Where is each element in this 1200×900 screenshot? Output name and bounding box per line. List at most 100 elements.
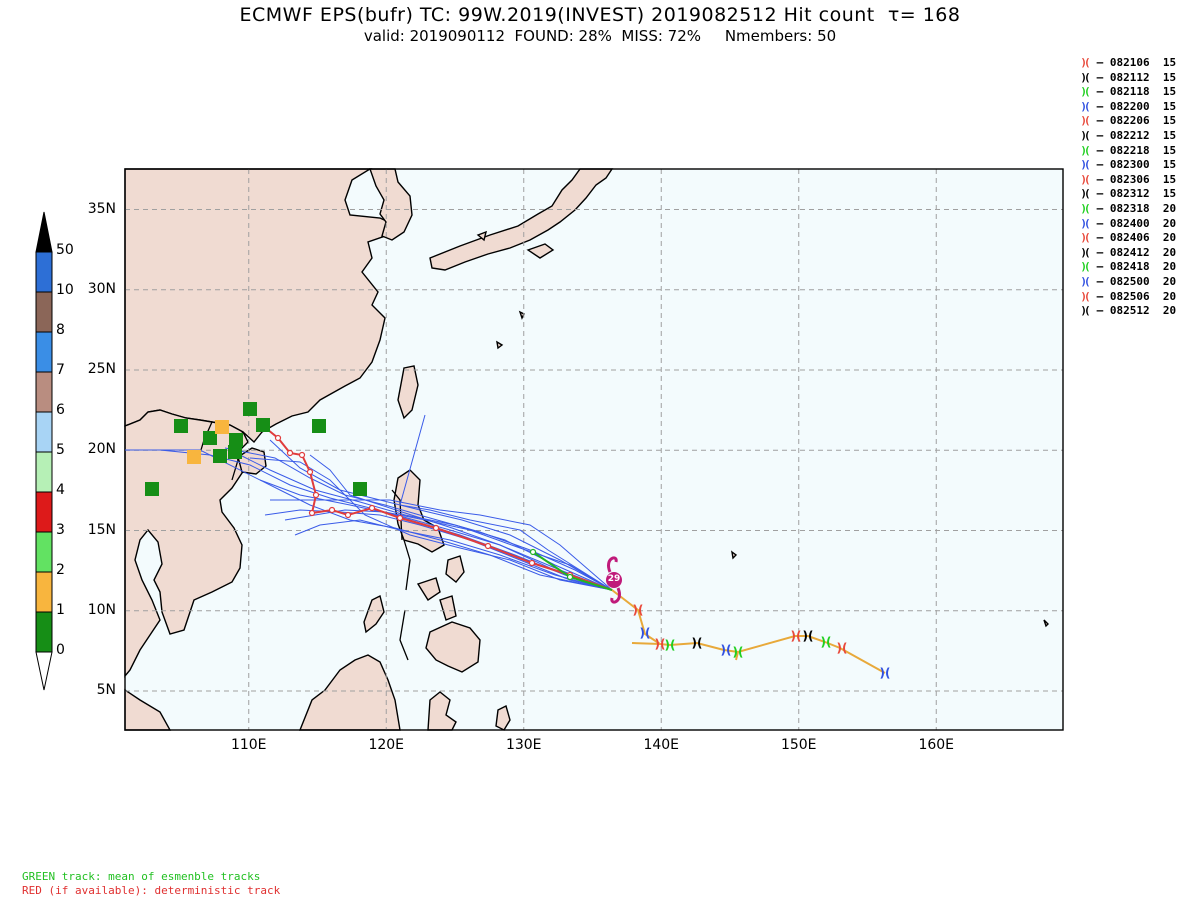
deterministic-point: [396, 514, 404, 522]
legend-label: – 082300: [1090, 158, 1163, 172]
legend-label: – 082200: [1090, 99, 1163, 113]
colorbar-segment: [35, 371, 53, 413]
hurricane-marker-icon: )(: [1080, 231, 1090, 245]
legend-value: 15: [1162, 172, 1177, 186]
hit-square: [243, 402, 257, 416]
legend-value: 20: [1162, 202, 1177, 215]
legend-value: 15: [1162, 129, 1177, 142]
hit-square: [353, 482, 367, 496]
hurricane-marker-icon: )(: [1080, 275, 1090, 288]
legend-item: )( – 082506 20: [1078, 289, 1176, 304]
legend-label: – 082500: [1090, 275, 1163, 288]
deterministic-point: [306, 468, 314, 476]
hit-square: [174, 419, 188, 433]
land-islet-4: [731, 550, 738, 560]
storm-count-label: 29: [607, 574, 621, 584]
hurricane-marker-icon: )(: [1080, 70, 1090, 84]
legend-value: 20: [1162, 231, 1177, 245]
deterministic-point: [328, 506, 336, 514]
legend-value: 15: [1162, 187, 1177, 201]
legend-value: 15: [1162, 158, 1177, 172]
legend-item: )( – 082300 15: [1078, 157, 1176, 172]
hurricane-marker-icon: )(: [692, 636, 703, 650]
hurricane-marker-icon: )(: [1080, 56, 1090, 69]
legend-value: 20: [1162, 275, 1177, 288]
legend-label: – 082400: [1090, 216, 1163, 230]
deterministic-point: [274, 434, 282, 442]
legend-value: 15: [1162, 143, 1177, 157]
legend-item: )( – 082418 20: [1078, 259, 1176, 274]
colorbar-label: 2: [56, 562, 65, 578]
land-korea: [369, 168, 413, 241]
hurricane-marker-icon: )(: [1080, 202, 1090, 215]
land-taiwan: [397, 365, 419, 420]
hurricane-marker-icon: )(: [655, 637, 666, 651]
legend-value: 15: [1162, 56, 1177, 69]
colorbar-segment: [35, 571, 53, 613]
colorbar-segment: [35, 611, 53, 653]
landmasses: [124, 168, 1049, 731]
hurricane-marker-icon: )(: [1080, 85, 1090, 99]
land-islet-2: [518, 310, 525, 320]
deterministic-track-line: [261, 424, 613, 591]
deterministic-point: [368, 504, 376, 512]
colorbar-label: 10: [56, 282, 74, 298]
ensemble-track-line: [399, 414, 613, 591]
legend-item: )( – 082412 20: [1078, 245, 1176, 260]
legend-label: – 082218: [1090, 143, 1163, 157]
chart-title: ECMWF EPS(bufr) TC: 99W.2019(INVEST) 201…: [239, 4, 961, 26]
legend-label: – 082412: [1090, 245, 1163, 259]
colorbar-segment: [35, 291, 53, 333]
lat-label: 5N: [96, 682, 116, 698]
legend-item: )( – 082400 20: [1078, 216, 1176, 231]
hit-square: [312, 419, 326, 433]
colorbar-bottom-arrow: [35, 651, 53, 691]
hit-square: [229, 433, 243, 447]
tropical-storm-icon: [606, 556, 622, 604]
colorbar-label: 7: [56, 362, 65, 378]
legend-value: 20: [1162, 260, 1177, 274]
lat-label: 30N: [87, 280, 116, 297]
land-palawan: [363, 594, 385, 634]
deterministic-point: [312, 491, 320, 499]
legend-item: )( – 082112 15: [1078, 70, 1176, 85]
mean-track: [529, 548, 613, 591]
land-islet-5: [1043, 619, 1049, 628]
hurricane-marker-icon: )(: [733, 645, 744, 659]
hit-square: [203, 431, 217, 445]
legend-label: – 082212: [1090, 129, 1163, 142]
colorbar-label: 6: [56, 402, 65, 418]
land-indochina: [124, 409, 249, 678]
past-track-markers: )()()()()()()()()()()()(: [633, 603, 891, 680]
green-track-note: GREEN track: mean of esmenble tracks: [22, 870, 261, 883]
hurricane-marker-icon: )(: [1080, 289, 1090, 303]
deterministic-point: [298, 451, 306, 459]
legend-label: – 082306: [1090, 172, 1163, 186]
legend-item: )( – 082406 20: [1078, 230, 1176, 245]
hurricane-marker-icon: )(: [1080, 260, 1090, 274]
ensemble-track-line: [284, 509, 613, 591]
colorbar-top-arrow: [35, 211, 53, 253]
lon-label: 150E: [780, 737, 817, 753]
land-samar: [445, 555, 465, 583]
colorbar-label: 5: [56, 442, 65, 458]
legend-label: – 082112: [1090, 70, 1163, 84]
land-japan: [429, 168, 614, 271]
colorbar-segment: [35, 531, 53, 573]
colorbar-segment: [35, 411, 53, 453]
lon-label: 160E: [918, 737, 955, 753]
ensemble-track-line: [294, 519, 613, 591]
past-track-line: [735, 651, 739, 661]
land-mindanao: [425, 621, 481, 673]
land-islet-1: [476, 230, 488, 242]
legend-value: 20: [1162, 289, 1177, 303]
hurricane-marker-icon: )(: [1080, 304, 1090, 318]
legend-label: – 082506: [1090, 289, 1163, 303]
ensemble-track-line: [269, 439, 613, 591]
hit-square: [215, 420, 229, 434]
hurricane-marker-icon: )(: [791, 629, 802, 643]
legend-item: )( – 082118 15: [1078, 84, 1176, 99]
lat-label: 35N: [87, 200, 116, 217]
colorbar-label: 8: [56, 322, 65, 338]
hurricane-marker-icon: )(: [633, 603, 644, 617]
